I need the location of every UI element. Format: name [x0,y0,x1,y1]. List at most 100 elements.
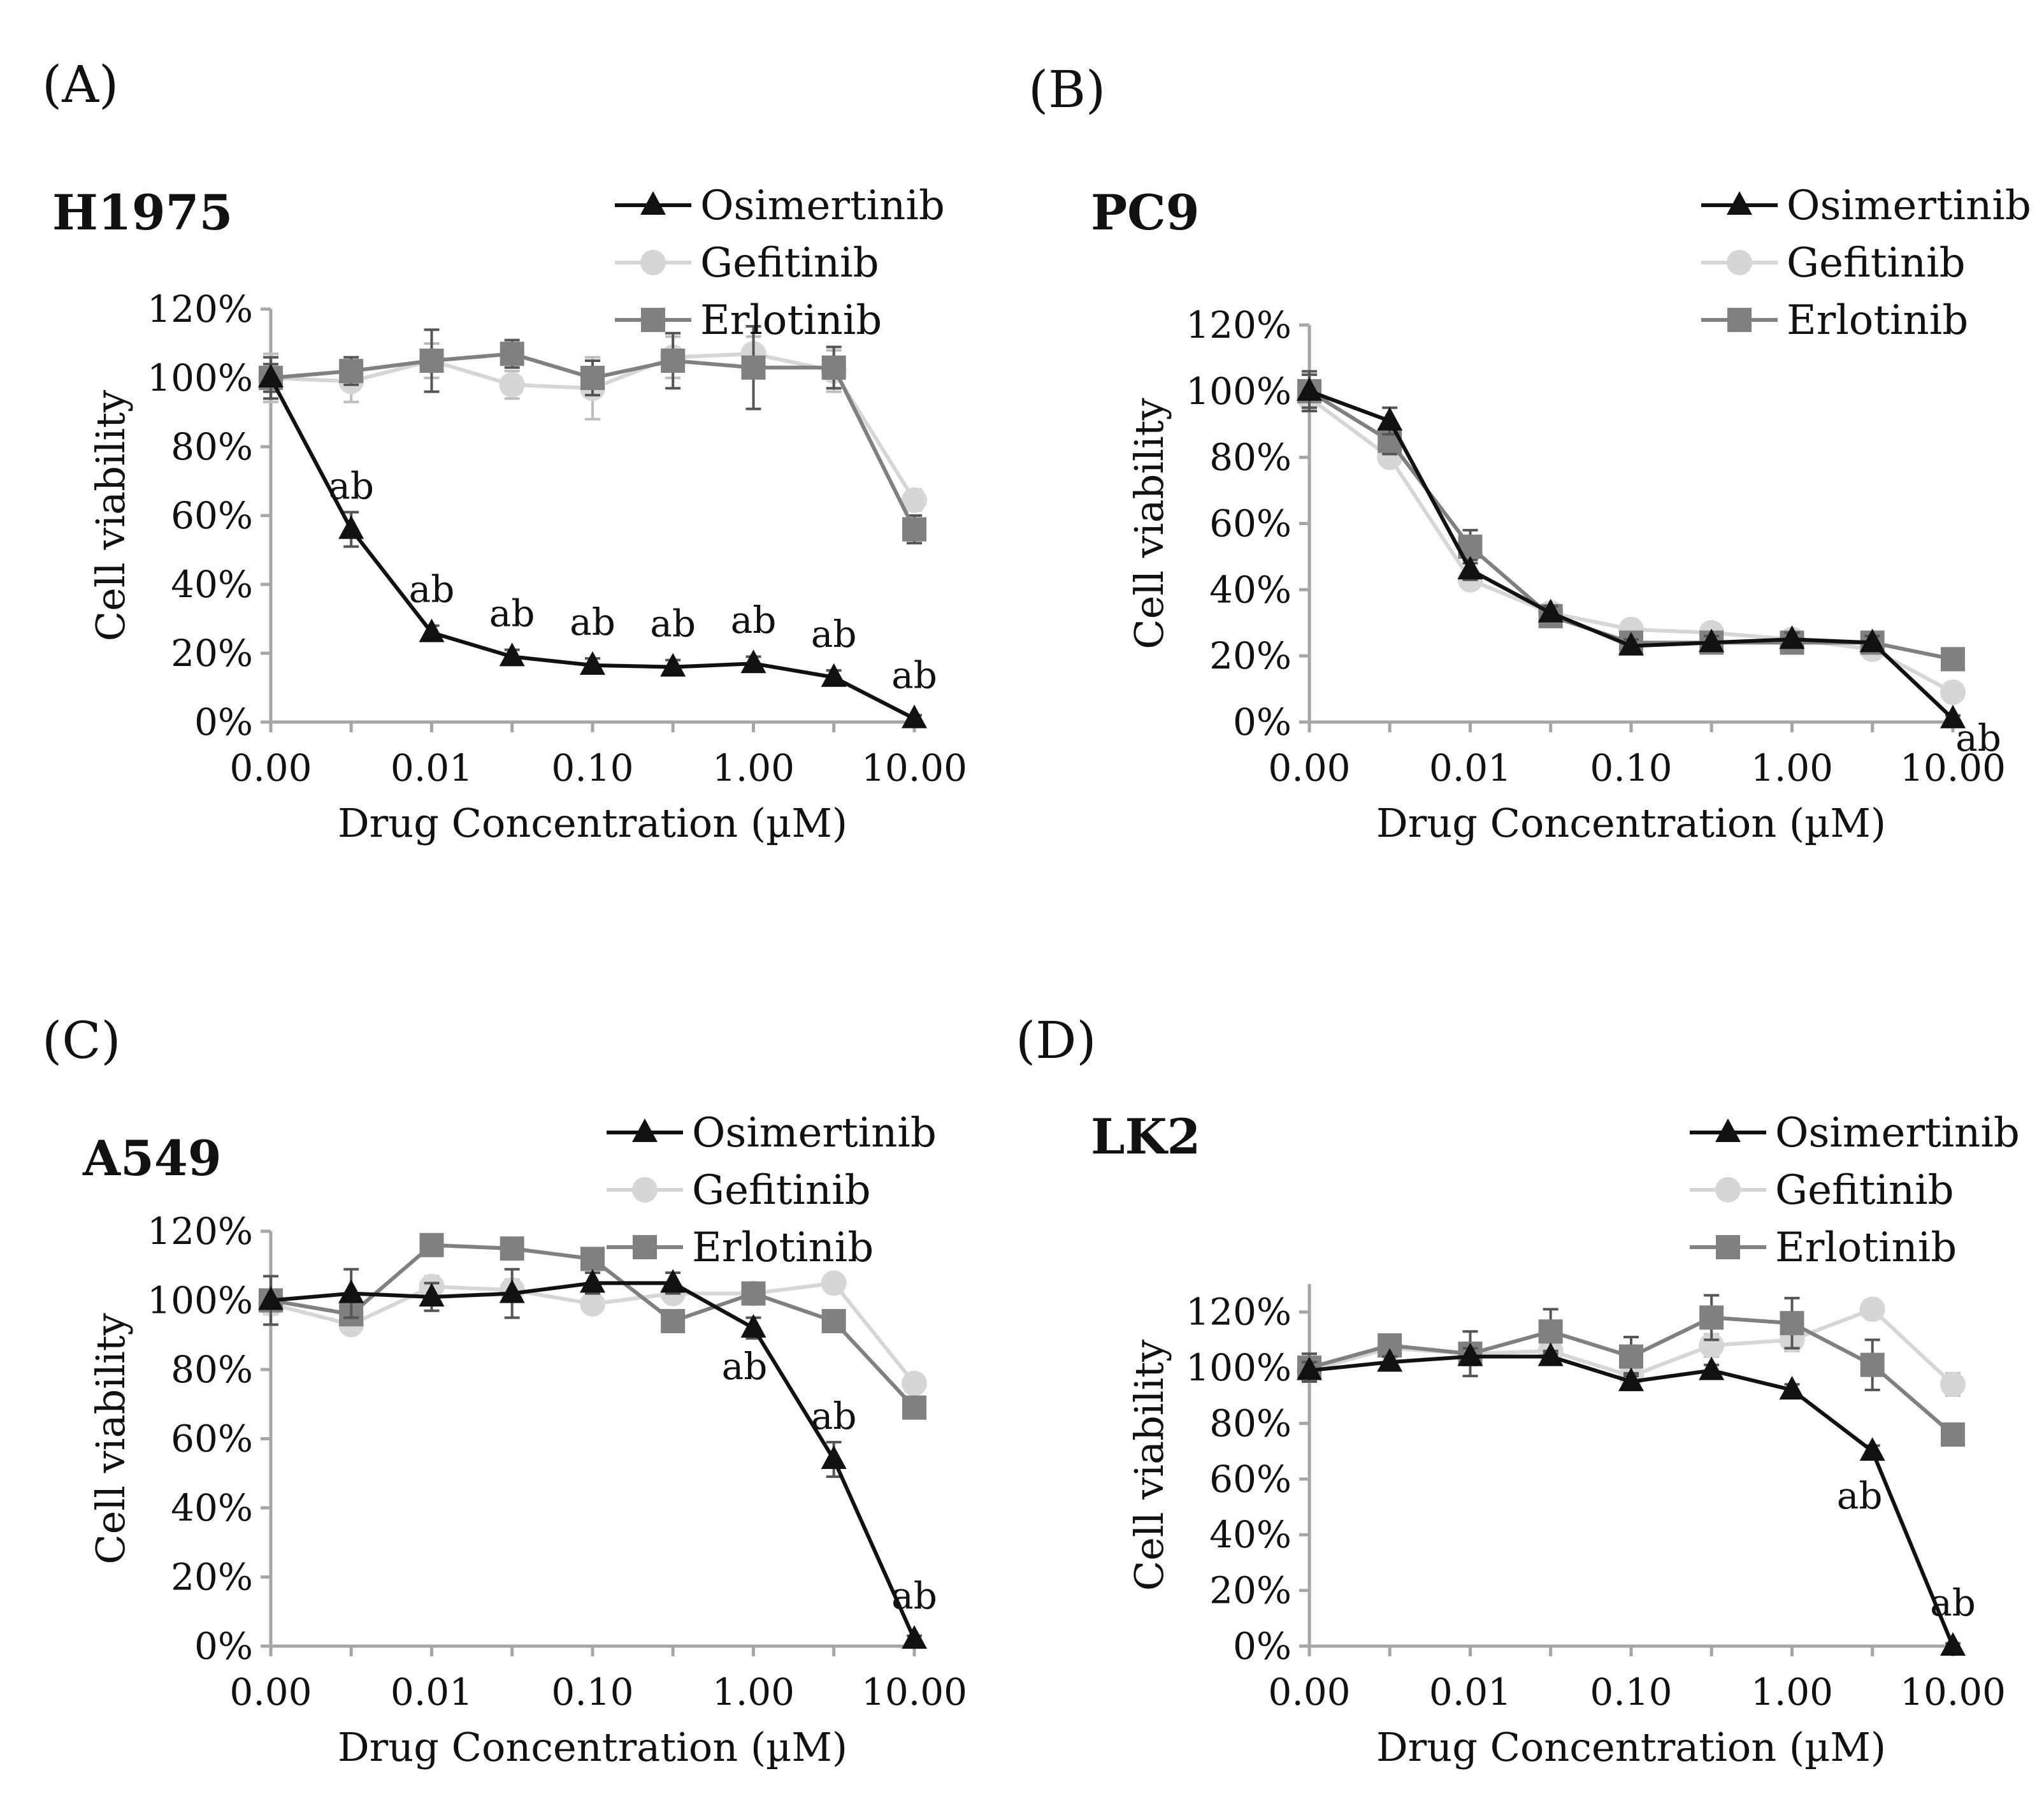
data-point [1941,1422,1965,1447]
data-point [660,653,686,677]
data-point [1377,407,1403,431]
x-tick-label: 1.00 [712,1670,795,1714]
x-tick-label: 0.00 [229,1670,312,1714]
data-point [1859,628,1885,653]
data-point [1457,556,1483,580]
data-point [821,355,846,380]
x-tick-label: 0.00 [1268,746,1350,790]
data-point [500,1236,524,1261]
x-tick-label: 0.01 [1429,746,1511,790]
significance-label: ab [1955,716,2001,760]
data-point [902,1625,927,1649]
y-tick-label: 100% [1186,1346,1292,1389]
data-point [661,349,686,373]
data-point [580,651,605,675]
y-tick-label: 60% [1209,502,1292,546]
y-tick-label: 40% [1209,1513,1292,1556]
x-tick-label: 0.01 [391,1670,473,1714]
data-point [1538,1319,1563,1344]
panel-label: (B) [1028,60,1105,119]
legend-marker [633,1235,657,1259]
data-point [499,372,525,398]
significance-label: ab [1837,1474,1883,1517]
y-axis-title: Cell viability [87,1313,134,1564]
x-axis-title: Drug Concentration (µM) [338,1724,847,1770]
data-point [821,1445,847,1470]
legend-entry-gefitinib: Gefitinib [607,1167,871,1214]
y-tick-label: 120% [1186,303,1292,347]
data-point [1618,1367,1644,1391]
chart-title: LK2 [1091,1108,1200,1165]
data-point [1297,1356,1322,1380]
data-point [339,359,364,384]
data-point [1377,1348,1403,1372]
y-tick-label: 0% [194,1624,253,1668]
data-point [1699,628,1725,653]
legend-label: Gefitinib [1775,1167,1954,1214]
y-tick-label: 60% [171,1417,253,1461]
legend-entry-osimertinib: Osimertinib [607,1110,937,1157]
y-axis-title: Cell viability [87,390,134,641]
data-point [740,649,766,674]
data-point [1859,1296,1885,1322]
legend-label: Gefitinib [692,1167,871,1214]
data-point [419,1283,445,1307]
data-point [1699,1305,1724,1330]
panel-label: (D) [1016,1011,1097,1070]
x-tick-label: 0.10 [1590,746,1672,790]
legend-label: Osimertinib [1775,1110,2020,1157]
x-axis-title: Drug Concentration (µM) [1376,800,1886,846]
data-point [1618,632,1644,656]
data-point [661,1309,686,1334]
data-point [499,642,525,667]
legend-label: Erlotinib [1775,1224,1957,1271]
significance-label: ab [328,465,374,508]
y-tick-label: 60% [171,494,253,537]
y-tick-label: 40% [1209,568,1292,611]
significance-label: ab [570,600,615,644]
y-tick-label: 100% [1186,370,1292,413]
panel-label: (A) [42,55,119,114]
panel-label: (C) [42,1011,121,1070]
panel-c: (C) A549 0% 20% 40% 60% 80% 100% 120% 0.00 0.01 0… [42,1011,967,1770]
y-tick-label: 0% [1233,1624,1292,1668]
data-point [419,618,445,642]
data-point [338,1279,364,1303]
chart-title: PC9 [1091,184,1200,241]
data-point [741,1281,766,1306]
legend-entry-erlotinib: Erlotinib [615,297,882,344]
significance-label: ab [409,568,455,611]
data-point [419,1233,444,1257]
legend-marker [641,308,665,332]
legend-entry-gefitinib: Gefitinib [1701,240,1966,287]
series-osimertinib [1297,370,1966,728]
y-tick-label: 20% [1209,634,1292,677]
y-tick-label: 0% [194,700,253,744]
x-tick-label: 0.10 [1590,1670,1672,1714]
legend-label: Erlotinib [692,1224,874,1271]
legend-label: Osimertinib [692,1110,937,1157]
data-point [1699,1356,1725,1380]
x-axis-title: Drug Concentration (µM) [1376,1724,1886,1770]
significance-label: ab [891,654,937,697]
significance-label: ab [1930,1581,1976,1624]
data-point [821,1309,846,1334]
legend-marker [632,1118,658,1142]
x-tick-label: 0.01 [1429,1670,1511,1714]
data-point [1537,1342,1564,1366]
legend-marker [1727,191,1752,215]
series-osimertinib [1297,1342,1966,1656]
data-point [258,1286,284,1310]
data-point [500,342,524,366]
legend-entry-gefitinib: Gefitinib [615,240,879,287]
x-tick-label: 1.00 [1751,1670,1833,1714]
data-point [1859,1437,1885,1461]
data-point [580,1247,605,1271]
data-point [1860,1352,1885,1377]
data-point [1941,647,1965,672]
data-point [1297,377,1322,401]
x-tick-label: 1.00 [712,746,795,790]
data-point [821,1270,847,1296]
legend-marker [1715,1118,1741,1142]
y-tick-label: 120% [1186,1291,1292,1334]
